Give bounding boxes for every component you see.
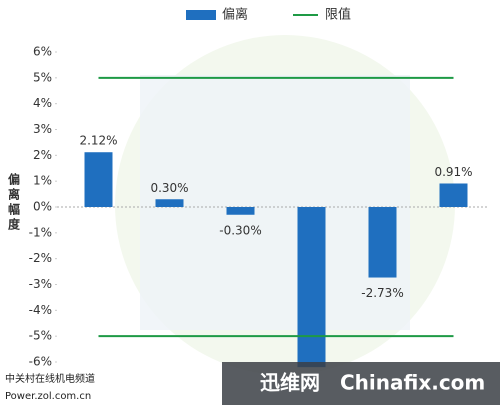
legend-swatch (186, 10, 216, 20)
y-tick-label: -3% (29, 277, 52, 291)
bar (155, 199, 184, 207)
y-tick-label: -1% (29, 225, 52, 239)
watermark-text: 中关村在线机电频道 (5, 372, 95, 385)
y-tick-label: 1% (33, 174, 52, 188)
y-tick-label: 6% (33, 45, 52, 59)
legend-label: 偏离 (222, 7, 248, 23)
y-axis-title-char: 偏 (8, 172, 20, 187)
data-label: -0.30% (219, 223, 261, 237)
bar (368, 207, 397, 278)
plot-area: -6% -5% -4% -3% -2% -1% 0% 1% 2% 3% 4% 5% 6% 2.12% 0.3… (29, 7, 489, 369)
legend-label: 限值 (325, 7, 351, 23)
watermark: 中关村在线机电频道 Power.zol.com.cn 迅维网 Chinafix.… (5, 362, 500, 405)
y-axis-title-char: 离 (8, 187, 20, 202)
y-tick-label: 3% (33, 122, 52, 136)
y-axis-title-char: 度 (8, 217, 21, 232)
bar (297, 207, 326, 368)
bar (439, 183, 468, 207)
y-axis-title-char: 幅 (8, 202, 20, 217)
watermark-text: Power.zol.com.cn (5, 391, 91, 402)
y-tick-label: -4% (29, 303, 52, 317)
bar (84, 152, 113, 207)
data-label: 2.12% (79, 134, 117, 148)
y-tick-label: 4% (33, 96, 52, 110)
data-label: 0.30% (150, 181, 188, 195)
background-logo (140, 75, 410, 330)
y-tick-label: -6% (29, 355, 52, 369)
y-tick-label: 2% (33, 148, 52, 162)
data-label: 0.91% (434, 165, 472, 179)
y-tick-label: 0% (33, 200, 52, 214)
y-tick-label: 5% (33, 70, 52, 84)
watermark-text: 迅维网 (260, 371, 320, 395)
y-tick-label: -2% (29, 251, 52, 265)
bar (226, 207, 255, 215)
watermark-text: Chinafix.com (340, 371, 485, 395)
watermark-box (222, 362, 500, 405)
data-label: -2.73% (361, 286, 403, 300)
y-tick-label: -5% (29, 329, 52, 343)
